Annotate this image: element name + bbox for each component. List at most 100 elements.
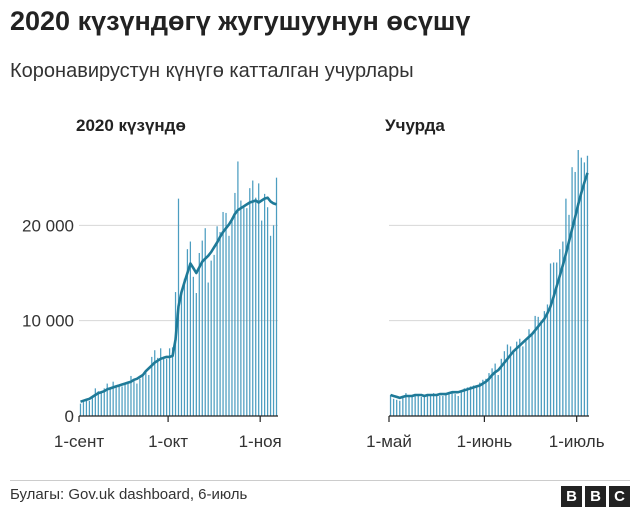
bar [136,383,138,416]
bar [472,385,475,416]
bar [234,192,236,416]
bar [130,375,132,416]
bar [100,392,102,416]
bar [180,293,183,416]
bar [237,161,239,416]
bar [204,228,206,416]
bar [154,350,156,416]
bar [506,344,509,416]
bar [411,395,413,416]
bar [160,348,162,416]
bar [485,378,487,416]
chart-subtitle: Коронавирустун күнүгө катталган учурлары [10,60,414,82]
bar [109,387,111,416]
bar [392,398,395,416]
bar [82,401,85,416]
bar [165,358,168,416]
bbc-logo-letter: B [561,486,582,507]
bar [275,177,278,416]
bar [127,381,129,416]
bar [448,392,450,416]
bar [246,208,248,416]
bar [231,217,233,416]
bar [106,383,108,416]
x-tick-label: 1-окт [148,432,188,451]
average-line [80,196,277,403]
panel-title-autumn-2020: 2020 күзүндө [76,116,186,135]
bar [528,329,530,416]
bar [586,155,589,417]
bar [556,262,558,416]
bar [522,346,524,416]
bar [183,278,186,416]
bar [396,399,398,416]
bar [519,338,521,416]
x-tick-label: 1-сент [54,432,104,451]
bbc-logo-letter: B [585,486,606,507]
bar [195,293,197,416]
bar [479,382,481,416]
bar [531,334,533,416]
bar [124,383,126,416]
bar [482,379,484,416]
bar [139,378,141,416]
bar [97,391,99,416]
bar [509,346,512,416]
bar [476,386,478,416]
bar [240,200,242,416]
bar [543,311,546,416]
bar [255,197,257,416]
bar [580,157,582,416]
panel-title-current: Учурда [385,116,445,135]
bar [261,220,263,416]
bar [186,249,189,416]
y-tick-label: 20 000 [22,216,74,235]
bar [115,387,117,416]
bar [216,226,218,416]
bar [91,397,93,416]
bar [133,379,135,416]
bar [222,211,224,416]
bar [565,198,567,416]
bar [163,358,165,416]
bar [426,395,429,416]
bar [469,386,472,416]
bar [454,394,456,416]
bar [189,241,192,416]
bar [219,232,221,416]
bar [198,252,200,416]
x-tick-label: 1-июль [549,432,605,451]
bar [423,396,426,416]
y-tick-label: 10 000 [22,312,74,331]
bar [534,315,536,416]
bar [88,400,91,416]
bar [463,388,466,416]
bar [537,316,539,416]
bar [243,207,245,416]
footer-divider [10,480,630,481]
source-note: Булагы: Gov.uk dashboard, 6-июль [10,486,248,503]
bar [94,388,96,416]
bar [269,235,272,416]
bar [451,391,453,416]
bar [168,348,171,416]
chart-title: 2020 күзүндөгү жугушуунун өсүшү [10,6,471,36]
bar [439,395,441,416]
bar [436,395,438,416]
bar [213,254,215,416]
bar [445,394,447,416]
bar [546,304,549,416]
bar [249,188,251,416]
bbc-logo: B B C [561,486,630,507]
bar [420,396,422,416]
bar [79,403,82,416]
bar [583,162,586,416]
bar [264,193,266,416]
bar [171,347,174,416]
bar [559,249,561,416]
bar [457,395,459,416]
bar [405,393,407,416]
bar [442,395,444,416]
bar [540,320,542,416]
bar [118,386,120,416]
